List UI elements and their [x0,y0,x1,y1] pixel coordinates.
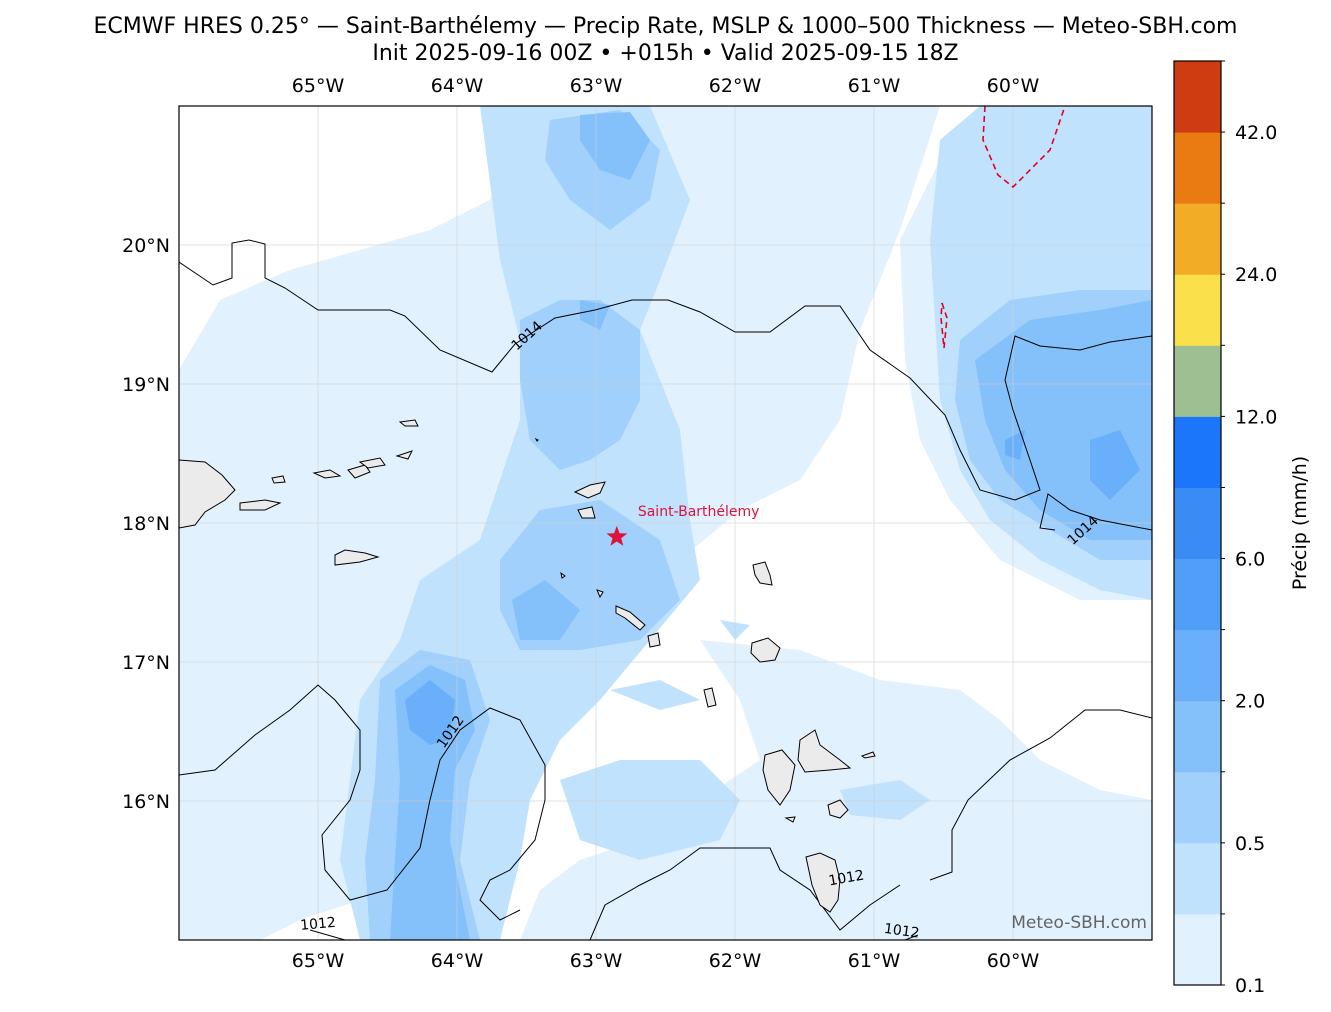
map-title-line-1: ECMWF HRES 0.25° — Saint-Barthélemy — Pr… [93,14,1238,39]
st-kitts-island [615,605,646,631]
marie-galante-island [827,799,849,819]
lon-label-bottom: 64°W [431,950,484,972]
thickness-contours [940,106,1066,349]
lat-labels-left: 20°N 19°N 18°N 17°N 16°N [122,235,170,813]
lat-label-left: 16°N [122,791,170,813]
lon-labels-bottom: 65°W 64°W 63°W 62°W 61°W 60°W [292,950,1040,972]
isobar-label: 1012 [883,921,921,942]
lon-label-bottom: 65°W [292,950,345,972]
guadeloupe-basse-terre [762,749,796,806]
precip-level-4 [405,430,1140,745]
lon-label-bottom: 61°W [848,950,901,972]
lon-label-bottom: 62°W [709,950,762,972]
lon-label-top: 61°W [848,75,901,97]
lat-label-left: 19°N [122,374,170,396]
lon-label-top: 64°W [431,75,484,97]
dominica-island [805,852,841,913]
lon-label-top: 63°W [570,75,623,97]
barbuda-island [752,561,773,586]
map-title-line-2: Init 2025-09-16 00Z • +015h • Valid 2025… [372,41,959,66]
isobar-label: 1012 [827,867,865,889]
montserrat-island [703,687,717,708]
saint-barthelemy-marker: Saint-Barthélemy [606,504,759,546]
marker-label: Saint-Barthélemy [638,504,760,520]
guadeloupe-grande-terre [797,729,852,773]
lon-label-top: 65°W [292,75,345,97]
coastlines [179,419,876,913]
puerto-rico-east [179,459,236,529]
anguilla-island [573,481,606,499]
saint-martin-island [577,506,596,519]
lon-label-top: 60°W [987,75,1040,97]
vieques-island [239,499,282,511]
lon-label-top: 62°W [709,75,762,97]
isobar-label: 1012 [300,915,337,934]
graticule [179,106,1152,940]
location-star-icon [606,525,628,546]
antigua-island [750,637,781,663]
st-croix-island [334,549,380,566]
watermark-text: Meteo-SBH.com [1011,913,1147,933]
lat-label-left: 20°N [122,235,170,257]
lon-label-bottom: 63°W [570,950,623,972]
lon-label-bottom: 60°W [987,950,1040,972]
lat-label-left: 17°N [122,652,170,674]
isobars [179,239,1152,940]
lon-labels-top: 65°W 64°W 63°W 62°W 61°W 60°W [292,75,1040,97]
lat-label-left: 18°N [122,513,170,535]
nevis-island [647,632,661,648]
map-frame [178,105,1153,941]
